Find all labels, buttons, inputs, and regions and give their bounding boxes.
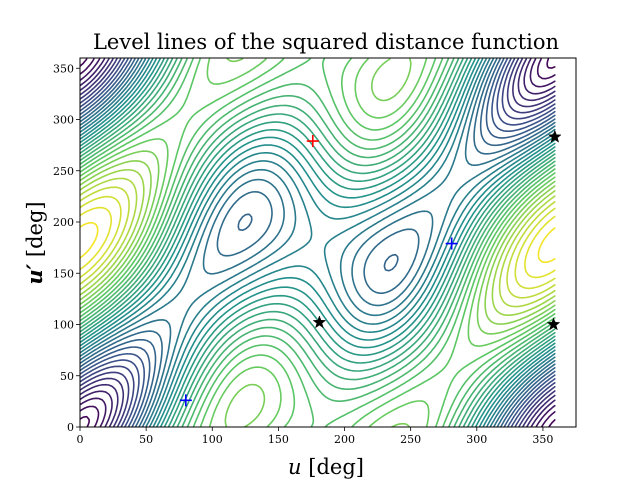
- contour-level-line: [80, 58, 556, 427]
- contour-level-line: [80, 186, 556, 299]
- contour-level-line: [80, 58, 556, 427]
- plus-marker: [179, 394, 192, 407]
- x-axis-label: u [deg]: [288, 455, 364, 479]
- x-tick-label: 50: [139, 433, 153, 446]
- y-tick-label: 250: [53, 165, 74, 178]
- chart-title: Level lines of the squared distance func…: [93, 30, 559, 54]
- y-axis-ticks: 0 50 100 150 200 250 300 350: [53, 62, 80, 434]
- contour-level-line: [80, 58, 556, 427]
- contour-level-line: [80, 58, 556, 427]
- star-marker: [312, 315, 327, 329]
- contour-level-line: [80, 222, 556, 264]
- contour-level-line: [80, 58, 556, 427]
- y-tick-label: 350: [53, 62, 74, 75]
- contour-level-line: [80, 169, 556, 316]
- contour-level-line: [80, 58, 556, 427]
- contour-level-line: [80, 58, 556, 427]
- plot-frame: [79, 57, 577, 428]
- contour-level-line: [80, 58, 556, 427]
- y-tick-label: 150: [53, 267, 74, 280]
- contour-level-line: [80, 58, 556, 427]
- contour-level-line: [80, 58, 556, 427]
- x-axis-variable: u: [288, 455, 302, 479]
- contour-level-line: [80, 58, 556, 427]
- contour-level-line: [80, 58, 556, 427]
- contour-level-line: [80, 58, 556, 427]
- contour-level-line: [80, 58, 556, 427]
- contour-level-line: [80, 58, 556, 427]
- contour-level-line: [80, 58, 556, 427]
- y-tick-label: 300: [53, 114, 74, 127]
- y-tick-label: 50: [60, 370, 74, 383]
- contour-level-line: [80, 58, 556, 427]
- x-tick-label: 250: [400, 433, 421, 446]
- contour-level-line: [80, 58, 556, 427]
- x-tick-label: 100: [202, 433, 223, 446]
- plus-marker: [445, 237, 458, 250]
- plus-marker: [306, 135, 319, 148]
- x-tick-label: 350: [532, 433, 553, 446]
- y-axis-label: u′ [deg]: [22, 201, 47, 284]
- y-axis-unit: [deg]: [23, 201, 47, 263]
- contour-level-line: [80, 160, 556, 325]
- star-marker: [547, 129, 562, 143]
- contour-level-line: [80, 195, 556, 290]
- contour-level-line: [80, 58, 556, 427]
- contour-level-line: [80, 206, 556, 279]
- x-axis-ticks: 0 50 100 150 200 250 300 350: [77, 427, 553, 446]
- y-tick-label: 0: [67, 421, 74, 434]
- x-tick-label: 300: [466, 433, 487, 446]
- y-tick-label: 100: [53, 319, 74, 332]
- critical-point-markers: [179, 129, 562, 407]
- contour-level-line: [80, 58, 556, 427]
- y-axis-variable: u′: [22, 263, 47, 284]
- x-tick-label: 200: [334, 433, 355, 446]
- x-tick-label: 150: [268, 433, 289, 446]
- contour-level-line: [80, 58, 556, 427]
- star-marker: [546, 317, 561, 331]
- x-axis-unit: [deg]: [302, 455, 364, 479]
- contour-level-line: [80, 58, 556, 427]
- contour-level-line: [80, 58, 556, 427]
- contour-level-line: [80, 58, 556, 427]
- y-tick-label: 200: [53, 216, 74, 229]
- contour-level-line: [80, 58, 556, 427]
- contour-level-line: [80, 58, 556, 427]
- contour-lines: [80, 58, 556, 427]
- contour-level-line: [80, 177, 556, 308]
- x-tick-label: 0: [77, 433, 84, 446]
